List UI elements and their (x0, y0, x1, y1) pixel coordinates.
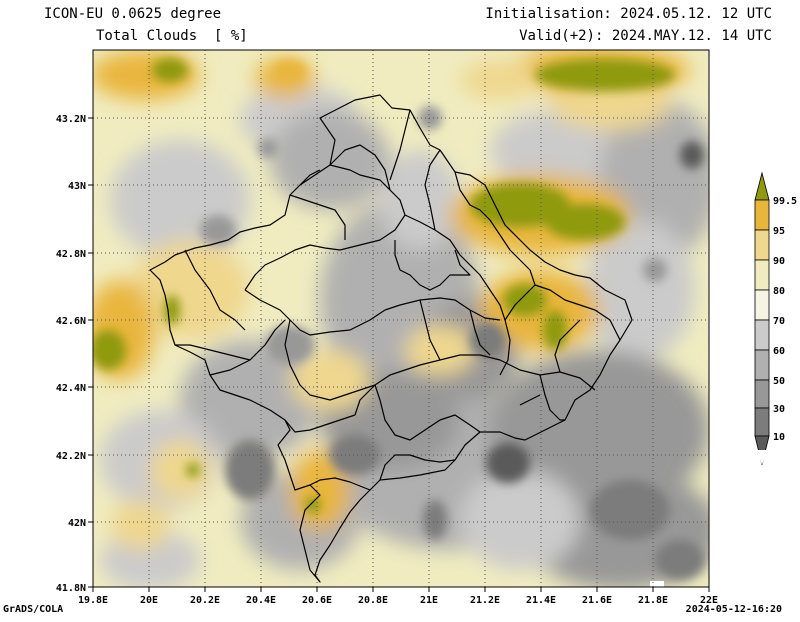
lat-label: 41.8N (56, 583, 86, 594)
lon-label: 20.4E (246, 595, 276, 606)
country-outline (149, 94, 633, 583)
lon-label: 22E (700, 595, 718, 606)
tick-marks (88, 117, 710, 592)
valid-time: Valid(+2): 2024.MAY.12. 14 UTC (519, 28, 772, 44)
lat-label: 43N (68, 181, 86, 192)
initialisation-time: Initialisation: 2024.05.12. 12 UTC (485, 6, 772, 22)
lat-label: 42N (68, 518, 86, 529)
colorbar-segment (754, 289, 770, 321)
colorbar-segment (754, 319, 770, 351)
colorbar-segment (754, 349, 770, 381)
timestamp: 2024-05-12-16:20 (685, 604, 782, 615)
colorbar-label: 60 (773, 346, 785, 357)
colorbar-label: 95 (773, 226, 785, 237)
model-title: ICON-EU 0.0625 degree (44, 6, 222, 22)
lat-label: 42.4N (56, 383, 86, 394)
software-credit: GrADS/COLA (3, 604, 64, 615)
lat-label: 43.2N (56, 114, 86, 125)
lon-label: 21E (420, 595, 438, 606)
latitude-labels: 43.2N 43N 42.8N 42.6N 42.4N 42.2N 42N 41… (56, 114, 86, 594)
colorbar-top-triangle (754, 171, 770, 201)
colorbar-segment (754, 199, 770, 231)
lat-label: 42.2N (56, 451, 86, 462)
lon-label: 21.2E (470, 595, 500, 606)
cloud-field (93, 50, 709, 587)
colorbar-label: 50 (773, 376, 785, 387)
lon-label: 20.6E (302, 595, 332, 606)
lon-label: 21.4E (526, 595, 556, 606)
colorbar-label: 99.5 (773, 196, 797, 207)
lon-label: 19.8E (78, 595, 108, 606)
lon-label: 21.6E (582, 595, 612, 606)
colorbar-label: 10 (773, 432, 785, 443)
colorbar-segment (754, 407, 770, 437)
colorbar-label: 30 (773, 404, 785, 415)
lon-label: 20.2E (190, 595, 220, 606)
lat-label: 42.8N (56, 249, 86, 260)
colorbar-label: 90 (773, 256, 785, 267)
colorbar (754, 171, 770, 466)
map-frame (92, 49, 710, 588)
longitude-labels: 19.8E 20E 20.2E 20.4E 20.6E 20.8E 21E 21… (78, 595, 718, 606)
colorbar-label: 80 (773, 286, 785, 297)
colorbar-label: 70 (773, 316, 785, 327)
colorbar-segment (754, 229, 770, 261)
variable-title: Total Clouds [ %] (96, 28, 248, 44)
colorbar-segment (754, 259, 770, 291)
colorbar-labels: 99.5 95 90 80 70 60 50 30 10 (773, 196, 797, 443)
lon-label: 20E (140, 595, 158, 606)
lon-label: 20.8E (358, 595, 388, 606)
colorbar-segment (754, 379, 770, 409)
lon-label: 21.8E (638, 595, 668, 606)
admin-boundaries (149, 94, 633, 583)
lat-label: 42.6N (56, 316, 86, 327)
